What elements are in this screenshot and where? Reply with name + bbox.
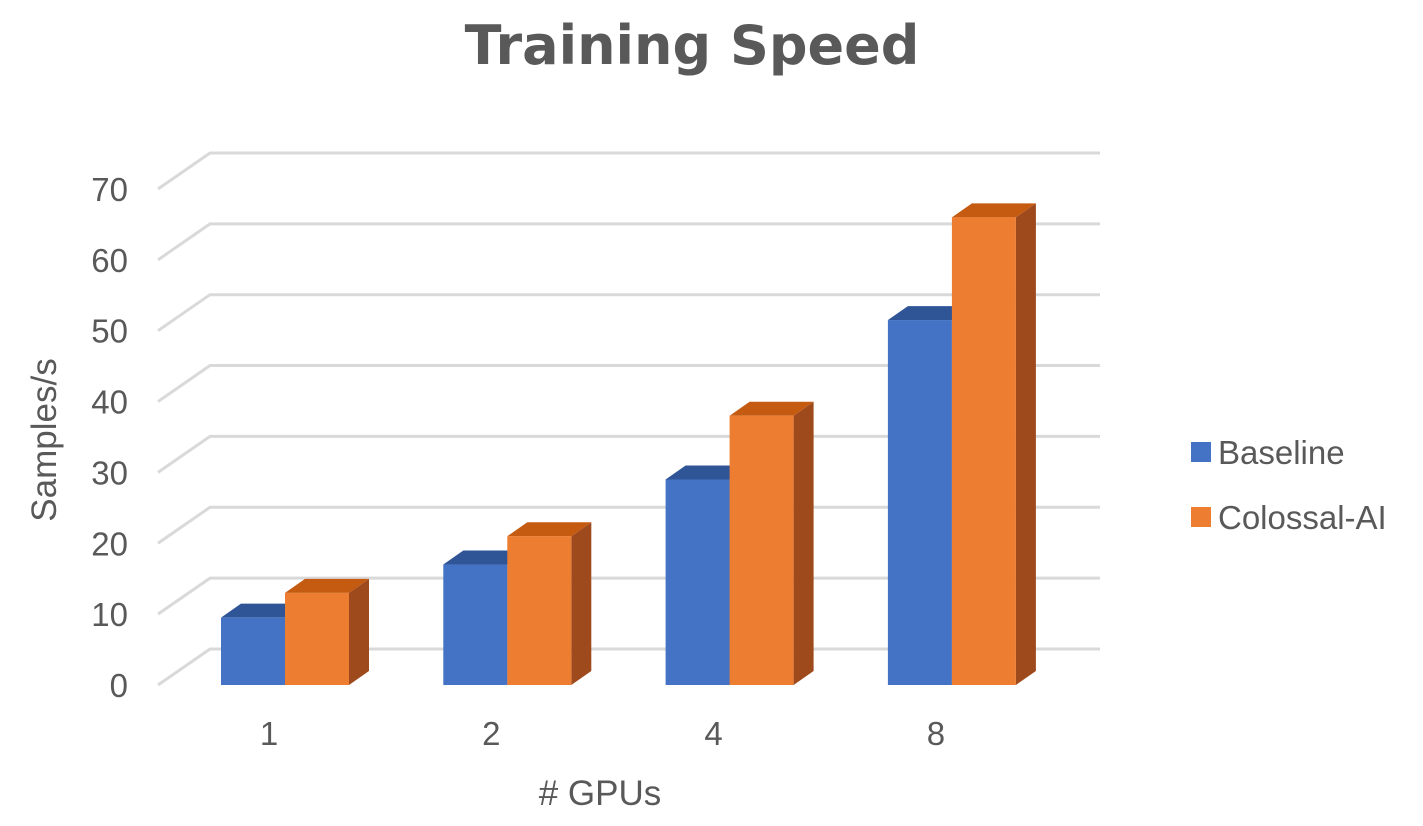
legend-item-baseline: Baseline: [1191, 434, 1345, 471]
gridlines: [157, 151, 1100, 687]
bar-side-face: [349, 578, 369, 685]
bar-front-face: [443, 564, 508, 685]
bar-top-face: [507, 522, 592, 537]
bar-front-face: [285, 592, 349, 685]
legend-item-colossal-ai: Colossal-AI: [1191, 499, 1387, 536]
bar-top-face: [221, 603, 305, 618]
bar-front-face: [665, 479, 730, 685]
y-axis-label: Samples/s: [25, 358, 64, 521]
y-tick-label: 30: [91, 454, 128, 491]
legend-swatch: [1191, 442, 1211, 462]
bar-front-face: [507, 536, 572, 685]
bar-front-face: [951, 217, 1016, 685]
y-tick-label: 50: [91, 313, 128, 350]
bar-top-face: [951, 203, 1036, 218]
x-tick-label: 4: [704, 715, 722, 752]
bar-side-face: [793, 401, 814, 685]
y-tick-label: 20: [91, 525, 128, 562]
bar-front-face: [729, 415, 794, 685]
x-tick-label: 1: [260, 715, 278, 752]
gridline: [157, 293, 1100, 332]
bar-front-face: [887, 320, 952, 685]
legend-label: Baseline: [1218, 434, 1345, 471]
bar-top-face: [285, 578, 369, 593]
gridline: [157, 364, 1100, 403]
legend-label: Colossal-AI: [1218, 499, 1387, 536]
y-axis-ticks: 0 10 20 30 40 50 60 70: [91, 171, 128, 704]
x-tick-label: 2: [482, 715, 500, 752]
x-tick-label: 8: [927, 715, 945, 752]
legend: Baseline Colossal-AI: [1191, 434, 1387, 536]
bar-top-face: [443, 550, 528, 565]
y-tick-label: 0: [110, 667, 128, 704]
bar-colossal-ai-8: [951, 203, 1036, 685]
x-axis-ticks: 1 2 4 8: [260, 715, 945, 752]
y-tick-label: 70: [91, 171, 128, 208]
gridline: [157, 151, 1100, 191]
bar-front-face: [221, 617, 285, 685]
bar-colossal-ai-4: [729, 401, 814, 685]
bar-side-face: [1015, 203, 1036, 685]
chart-title: Training Speed: [465, 14, 920, 77]
bar-colossal-ai-1: [285, 578, 369, 685]
y-tick-label: 10: [91, 596, 128, 633]
bar-top-face: [665, 465, 750, 480]
bar-top-face: [729, 401, 814, 416]
gridline: [157, 222, 1100, 262]
bars: [221, 203, 1036, 685]
bar-side-face: [571, 522, 592, 685]
legend-swatch: [1191, 507, 1211, 527]
x-axis-label: # GPUs: [539, 774, 662, 813]
bar-colossal-ai-2: [507, 522, 592, 685]
y-tick-label: 60: [91, 242, 128, 279]
bar-top-face: [887, 306, 972, 321]
y-tick-label: 40: [91, 384, 128, 421]
